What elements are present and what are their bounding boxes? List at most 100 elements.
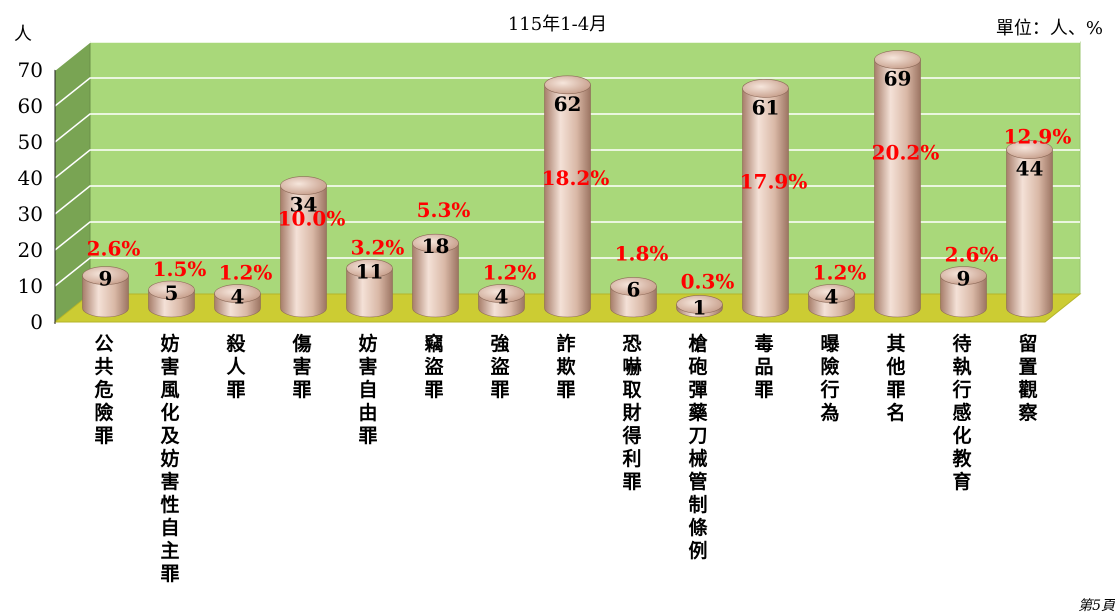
value-label: 61 — [752, 95, 780, 119]
bar — [478, 284, 525, 318]
percent-label: 5.3% — [417, 198, 471, 222]
value-label: 4 — [495, 285, 509, 309]
y-tick-label: 10 — [18, 274, 43, 298]
category-label: 強盜罪 — [490, 333, 509, 401]
bar — [280, 176, 327, 318]
value-label: 4 — [231, 285, 245, 309]
category-label: 槍砲彈藥刀械管制條例 — [687, 332, 708, 562]
y-tick-label: 0 — [30, 310, 43, 334]
gridline — [54, 41, 1080, 71]
category-label: 妨害自由罪 — [358, 332, 377, 447]
bar-cap — [940, 266, 987, 285]
y-tick-label: 30 — [18, 202, 43, 226]
bar — [676, 295, 723, 318]
bar — [1006, 140, 1053, 318]
unit-note: 單位：人、% — [995, 18, 1103, 39]
category-label: 竊盜罪 — [424, 332, 443, 401]
category-label: 傷害罪 — [291, 332, 311, 401]
value-label: 11 — [356, 259, 384, 283]
value-label: 44 — [1016, 157, 1044, 181]
category-label: 公共危險罪 — [94, 333, 113, 447]
bar-cap — [544, 75, 591, 95]
value-label: 4 — [825, 285, 839, 309]
bar — [544, 75, 591, 318]
bar-body — [940, 275, 987, 318]
y-axis: 0 10 20 30 40 50 60 70 — [18, 58, 56, 334]
y-tick-label: 20 — [18, 238, 43, 262]
chart-title: 115年1-4月 — [507, 14, 608, 35]
bar-cap — [214, 284, 261, 303]
bar-cap — [478, 284, 525, 303]
value-label: 18 — [422, 234, 450, 258]
percent-label: 1.5% — [153, 257, 207, 281]
category-label: 其他罪名 — [885, 333, 905, 424]
bar-cap — [148, 280, 195, 300]
bar — [874, 50, 921, 318]
y-axis-unit: 人 — [14, 24, 32, 45]
category-label: 詐欺罪 — [556, 332, 575, 401]
bar — [214, 284, 261, 318]
percent-label: 12.9% — [1004, 125, 1072, 149]
bar-series — [82, 50, 1053, 318]
bar-cap — [346, 259, 393, 278]
category-label: 待執行感化教育 — [951, 332, 972, 493]
bar-cap — [1006, 140, 1053, 159]
y-tick-label: 40 — [18, 166, 43, 190]
percent-label: 0.3% — [681, 269, 735, 293]
category-label: 留置觀察 — [1018, 333, 1038, 424]
percent-label: 1.2% — [813, 261, 867, 285]
y-tick-label: 60 — [18, 94, 43, 118]
bar — [346, 259, 393, 318]
bar-cap — [808, 284, 855, 303]
bar-body — [874, 59, 921, 318]
bar — [82, 266, 129, 318]
bar-body — [280, 185, 327, 318]
value-label: 69 — [884, 67, 912, 91]
bar-cap — [874, 50, 921, 69]
percent-label: 10.0% — [278, 207, 346, 231]
percent-label: 1.8% — [615, 241, 669, 265]
bar — [940, 266, 987, 318]
bar-body — [412, 242, 459, 318]
bar-cap — [676, 295, 723, 314]
bar — [412, 233, 459, 318]
bar-cap — [742, 79, 789, 98]
bar-body — [742, 88, 789, 318]
category-label: 恐嚇取財得利罪 — [621, 333, 641, 493]
bar-body — [544, 84, 591, 318]
percent-label: 3.2% — [351, 235, 405, 259]
y-tick-label: 50 — [18, 130, 43, 154]
x-axis-categories: 公共危險罪 妨害風化及妨害性自主罪 殺人罪 傷害罪 妨害自由罪 竊盜罪 強盜罪 詐欺罪 恐嚇取財… — [94, 332, 1038, 585]
category-label: 殺人罪 — [225, 332, 246, 401]
percent-label: 18.2% — [542, 166, 610, 190]
value-label: 5 — [165, 281, 179, 305]
value-label: 9 — [99, 267, 113, 291]
percent-label: 20.2% — [872, 141, 940, 165]
percent-label: 2.6% — [87, 237, 141, 261]
category-label: 毒品罪 — [754, 332, 773, 401]
percent-label: 17.9% — [740, 169, 808, 193]
bar — [808, 284, 855, 318]
value-label: 1 — [693, 295, 707, 319]
bar-body — [82, 275, 129, 318]
bar-cap — [82, 266, 129, 285]
bar-cap — [280, 176, 327, 195]
category-label: 妨害風化及妨害性自主罪 — [160, 332, 180, 585]
bar-cap — [610, 277, 657, 296]
bar — [742, 79, 789, 318]
percent-label: 1.2% — [483, 261, 537, 285]
value-label: 62 — [554, 92, 582, 116]
category-label: 曝險行為 — [819, 333, 839, 424]
bar — [148, 280, 195, 318]
bar — [610, 277, 657, 318]
bar-body — [346, 268, 393, 318]
value-label: 9 — [957, 267, 971, 291]
percent-label: 2.6% — [945, 243, 999, 267]
y-tick-label: 70 — [18, 58, 43, 82]
bar-body — [1006, 149, 1053, 318]
value-label: 6 — [627, 277, 641, 301]
page-number: 第5頁 — [1078, 598, 1115, 614]
percent-label: 1.2% — [219, 261, 273, 285]
